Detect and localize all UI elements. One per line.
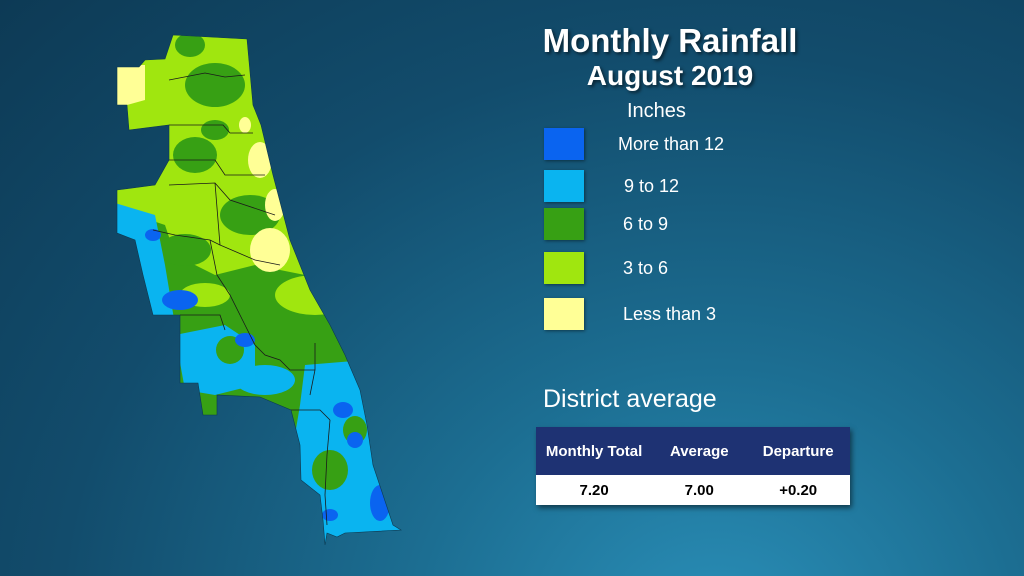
patch-less-than-3	[250, 228, 290, 272]
patch-more-than-12	[370, 485, 390, 521]
value-departure: +0.20	[746, 475, 850, 505]
patch-more-than-12	[333, 402, 353, 418]
value-monthly-total: 7.20	[536, 475, 653, 505]
patch-6-to-9	[159, 234, 211, 266]
patch-less-than-3	[117, 65, 145, 105]
legend-label: More than 12	[618, 134, 725, 154]
legend-swatch	[544, 208, 584, 240]
legend-units: Inches	[627, 100, 686, 122]
rainfall-map	[105, 25, 415, 555]
header-average: Average	[652, 427, 747, 475]
table-header-row: Monthly Total Average Departure	[536, 427, 850, 475]
chart-subtitle: August 2019	[586, 60, 754, 91]
patch-less-than-3	[248, 142, 272, 178]
county-boundaries	[152, 72, 331, 526]
region-9-to-12	[290, 360, 401, 545]
table-row: 7.20 7.00 +0.20	[536, 475, 850, 505]
legend-label: 9 to 12	[624, 176, 680, 196]
legend-swatch	[544, 170, 584, 202]
district-average-table: Monthly Total Average Departure 7.20 7.0…	[536, 427, 850, 505]
patch-more-than-12	[162, 290, 198, 310]
patch-6-to-9	[312, 450, 348, 490]
header-monthly-total: Monthly Total	[536, 427, 653, 475]
district-map-svg	[116, 34, 402, 546]
legend-item-less-than-3: Less than 3	[544, 298, 844, 332]
patch-6-to-9	[201, 120, 229, 140]
patch-6-to-9	[185, 63, 245, 107]
patch-9-to-12	[235, 365, 295, 395]
value-average: 7.00	[652, 475, 747, 505]
patch-more-than-12	[322, 509, 338, 521]
legend-item-9-to-12: 9 to 12	[544, 170, 844, 204]
patch-less-than-3	[239, 117, 251, 133]
legend-swatch	[544, 252, 584, 284]
header-departure: Departure	[746, 427, 850, 475]
patch-more-than-12	[145, 229, 161, 241]
legend-label: 3 to 6	[623, 258, 669, 278]
legend-item-more-than-12: More than 12	[544, 128, 844, 162]
legend-item-6-to-9: 6 to 9	[544, 208, 844, 242]
patch-3-to-6	[275, 275, 355, 315]
chart-title: Monthly Rainfall	[542, 22, 798, 59]
patch-6-to-9	[173, 137, 217, 173]
district-average-heading: District average	[543, 385, 717, 413]
patch-more-than-12	[235, 333, 255, 347]
legend-swatch	[544, 298, 584, 330]
patch-6-to-9	[175, 35, 205, 57]
legend-label: 6 to 9	[623, 214, 669, 234]
patch-more-than-12	[347, 432, 363, 448]
patch-less-than-3	[265, 189, 285, 221]
legend-swatch	[544, 128, 584, 160]
legend-label: Less than 3	[623, 304, 717, 324]
legend-item-3-to-6: 3 to 6	[544, 252, 844, 286]
